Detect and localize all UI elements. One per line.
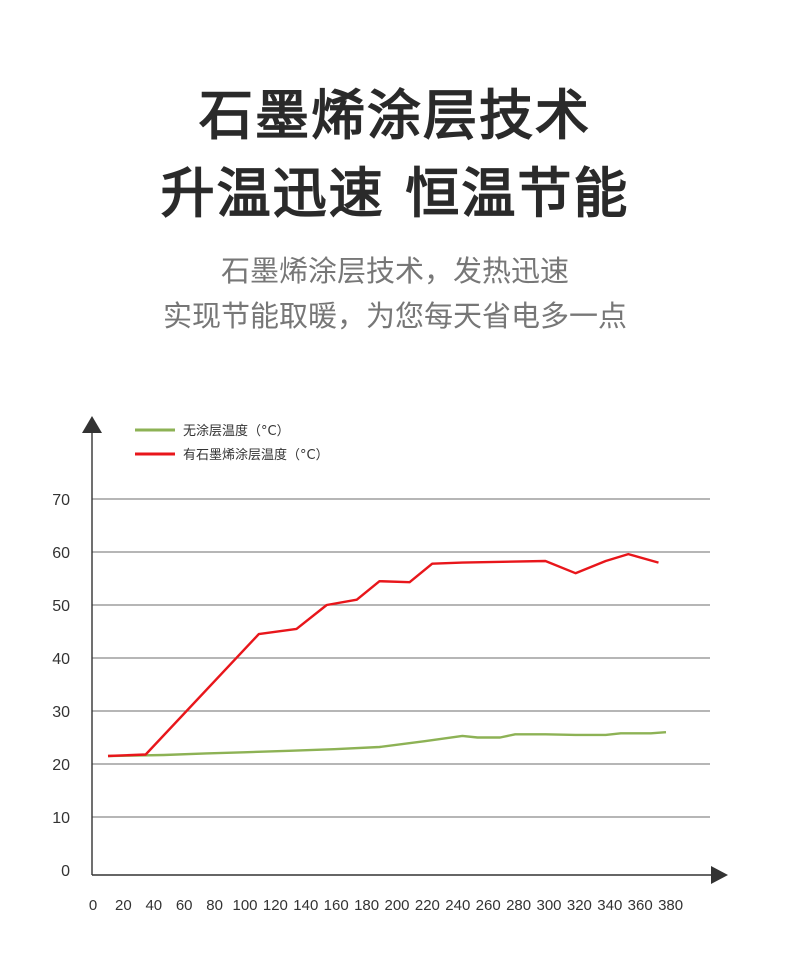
y-tick-label: 70 — [52, 492, 70, 509]
y-tick-label: 50 — [52, 598, 70, 615]
x-tick-label: 40 — [145, 897, 162, 914]
chart-series — [107, 552, 667, 758]
x-tick-label: 360 — [628, 897, 653, 914]
x-axis-arrow-icon — [711, 866, 728, 884]
page-title-line2: 升温迅速 恒温节能 — [160, 162, 630, 225]
y-tick-label: 30 — [52, 704, 70, 721]
x-tick-label: 280 — [506, 897, 531, 914]
y-axis-arrow-icon — [82, 416, 102, 433]
x-tick-label: 0 — [89, 897, 97, 914]
x-tick-label: 200 — [384, 897, 409, 914]
x-axis-ticks: 0 20 40 60 80 100 120 140 160 180 200 220 240 260 280 3… — [89, 897, 683, 914]
x-tick-label: 300 — [536, 897, 561, 914]
x-tick-label: 340 — [597, 897, 622, 914]
x-tick-label: 260 — [476, 897, 501, 914]
chart-grid — [92, 498, 710, 818]
x-tick-label: 320 — [567, 897, 592, 914]
legend-label: 无涂层温度（°C） — [183, 423, 290, 439]
legend-label: 有石墨烯涂层温度（°C） — [183, 447, 329, 463]
series-line — [107, 731, 667, 758]
chart-axes — [82, 416, 728, 884]
x-tick-label: 140 — [293, 897, 318, 914]
x-tick-label: 220 — [415, 897, 440, 914]
y-axis-ticks: 0 10 20 30 40 50 60 70 — [52, 492, 70, 880]
y-tick-label: 60 — [52, 545, 70, 562]
x-tick-label: 120 — [263, 897, 288, 914]
chart-legend: 无涂层温度（°C） 有石墨烯涂层温度（°C） — [135, 423, 329, 463]
y-tick-label: 40 — [52, 651, 70, 668]
x-tick-label: 160 — [324, 897, 349, 914]
page-title: 石墨烯涂层技术 — [199, 84, 591, 147]
x-tick-label: 80 — [206, 897, 223, 914]
y-tick-label: 0 — [61, 863, 70, 880]
x-tick-label: 240 — [445, 897, 470, 914]
x-tick-label: 60 — [176, 897, 193, 914]
x-tick-label: 100 — [232, 897, 257, 914]
temperature-line-chart: 0 10 20 30 40 50 60 70 0 20 40 60 80 100 120 140 160 180… — [52, 416, 728, 914]
x-tick-label: 20 — [115, 897, 132, 914]
x-tick-label: 180 — [354, 897, 379, 914]
subtitle-line2: 实现节能取暖，为您每天省电多一点 — [162, 299, 627, 333]
y-tick-label: 20 — [52, 757, 70, 774]
series-line — [107, 552, 659, 758]
x-tick-label: 380 — [658, 897, 683, 914]
subtitle-line1: 石墨烯涂层技术，发热迅速 — [220, 254, 569, 288]
y-tick-label: 10 — [52, 810, 70, 827]
